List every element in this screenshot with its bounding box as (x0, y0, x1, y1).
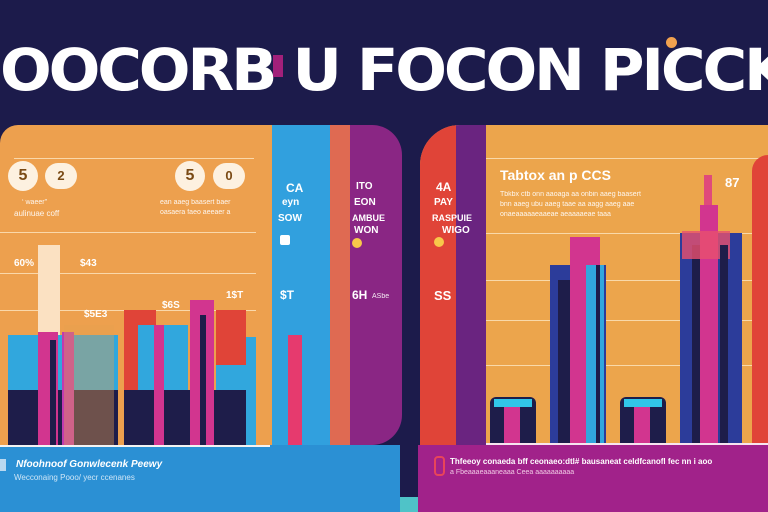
strip-text: ITO (356, 181, 373, 192)
chart-heading: Tabtox an p CCS (500, 167, 611, 183)
strip-icon (280, 235, 290, 245)
left-bar-chart (0, 125, 272, 445)
page-title: OOCORB U FOCON PICCK (0, 36, 768, 104)
footer-subtitle: a Fbeaaaeaaaneaaa Ceea aaaaaaaaaa (450, 469, 575, 476)
axis-label: $5E3 (84, 309, 108, 320)
bar (720, 245, 728, 445)
stat-number: 5 (8, 161, 38, 191)
strip-icon (352, 238, 362, 248)
stat-badge: 2 (45, 163, 77, 189)
side-text: PAY (434, 197, 453, 208)
side-text: WIGO (442, 225, 470, 236)
side-strip-red (420, 125, 456, 445)
bar (692, 245, 700, 445)
footer-right: 0 Thfeeoy conaeda bff ceonaeo:dtl# bausa… (418, 445, 768, 512)
left-chart-panel: 5 2 ‘ waeer” aulinuae coff 5 0 ean aaeg … (0, 125, 272, 445)
bar (586, 265, 604, 445)
strip-text: CA (286, 181, 304, 195)
bar (154, 325, 164, 445)
chart-body-line: Tbkbx ctb onn aaoaga aa onbin aaeg baase… (500, 191, 641, 198)
baseline (486, 443, 768, 445)
bar (64, 325, 114, 445)
divider (402, 125, 420, 445)
footer-left: Nfoohnoof Gonwlecenk Peewy Wecconaing Po… (0, 445, 400, 512)
stat-caption: ‘ waeer” (22, 199, 47, 206)
footer-divider (400, 445, 418, 512)
gridline (0, 232, 256, 233)
gridline (486, 280, 768, 281)
baseline (0, 445, 270, 447)
title-accent-dot (666, 37, 677, 48)
axis-label: 60% (14, 258, 35, 269)
gridline (486, 320, 768, 321)
bar (504, 403, 520, 445)
side-text: 4A (436, 180, 452, 194)
bar (50, 340, 56, 445)
stat-badge: 0 (213, 163, 245, 189)
strip-stat: 6H (352, 288, 368, 302)
footer-title: Thfeeoy conaeda bff ceonaeo:dtl# bausane… (450, 457, 713, 466)
footer-badge: 0 (434, 456, 445, 476)
side-stat: SS (434, 288, 452, 303)
title-accent-mark (273, 55, 283, 77)
gridline (486, 158, 768, 159)
gridline (486, 233, 768, 234)
bar (704, 175, 712, 205)
axis-label: 1$T (226, 290, 244, 301)
strip-text: SOW (278, 213, 302, 224)
gridline (486, 365, 768, 366)
peak-label: 87 (725, 175, 740, 190)
bar (62, 332, 74, 445)
middle-strip-magenta: ITO EON AMBUE WON 6H ASbe (350, 125, 402, 445)
chart-body-line: bnn aaeg ubu aaeg taae aa aagg aaeg aae (500, 201, 635, 208)
bar (752, 155, 768, 445)
middle-strip-coral (330, 125, 350, 445)
footer-icon (0, 459, 6, 471)
bar-cap (494, 399, 532, 407)
bar (246, 337, 256, 445)
bar (700, 205, 718, 445)
right-bar-chart (420, 125, 768, 445)
bar (596, 265, 600, 445)
bar (200, 315, 206, 445)
axis-label: $43 (80, 258, 97, 269)
stat-caption: oasaera faeo aeeaer a (160, 209, 231, 216)
stat-number: 5 (175, 161, 205, 191)
stat-caption: aulinuae coff (14, 209, 60, 218)
side-text: RASPUIE (432, 213, 473, 223)
footer-accent (400, 497, 418, 512)
gridline (0, 273, 256, 274)
gridline (14, 158, 254, 159)
stat-caption: ean aaeg baasert baer (160, 199, 231, 206)
axis-label: $6S (162, 300, 180, 311)
footer-title: Nfoohnoof Gonwlecenk Peewy (16, 459, 163, 470)
strip-text: AMBUE (352, 213, 385, 223)
strip-text: eyn (282, 197, 300, 208)
bar-cap (624, 399, 662, 407)
bar (634, 403, 650, 445)
strip-bar (288, 335, 302, 445)
strip-stat: $T (280, 288, 295, 302)
strip-text: WON (354, 225, 379, 236)
middle-strip-blue: CA eyn SOW $T (272, 125, 330, 445)
footer-subtitle: Wecconaing Pooo/ yecr ccenanes (14, 473, 135, 482)
strip-text: EON (354, 197, 376, 208)
strip-note: ASbe (372, 293, 390, 300)
side-strip-purple (456, 125, 486, 445)
bar (558, 280, 572, 445)
chart-body-line: onaeaaaaaeaaeae aeaaaaeae taaa (500, 211, 611, 218)
side-icon (434, 237, 444, 247)
right-chart-panel: 4A PAY RASPUIE WIGO SS Tabtox an p CCS T… (420, 125, 768, 445)
